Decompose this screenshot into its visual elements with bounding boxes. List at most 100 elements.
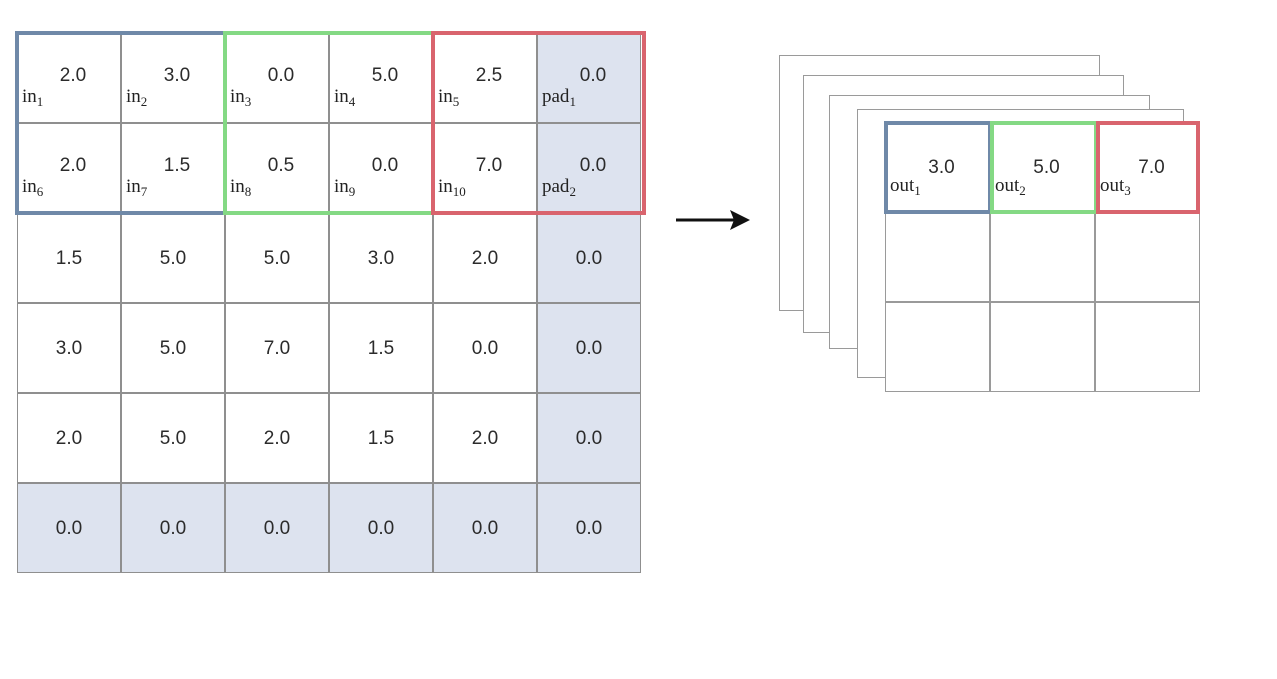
input-cell-r1-c4: 5.0 in4 xyxy=(329,33,433,123)
input-cell-r1-c3: 0.0 in3 xyxy=(225,33,329,123)
cell-value: 0.5 xyxy=(267,155,295,176)
cell-value: 0.0 xyxy=(263,518,291,539)
input-cell-r4-c3: 7.0 xyxy=(225,303,329,393)
cell-value: 0.0 xyxy=(575,338,603,359)
cell-value: 2.0 xyxy=(55,428,83,449)
input-cell-r2-c2: 1.5 in7 xyxy=(121,123,225,213)
input-cell-r5-c4: 1.5 xyxy=(329,393,433,483)
cell-value: 0.0 xyxy=(471,518,499,539)
cell-label: out2 xyxy=(995,175,1026,197)
output-highlight-3 xyxy=(1096,121,1200,214)
cell-label-subscript: 2 xyxy=(140,94,148,109)
cell-value: 7.0 xyxy=(1138,157,1165,178)
cell-value: 0.0 xyxy=(579,155,607,176)
input-cell-r2-c6: 0.0 pad2 xyxy=(537,123,641,213)
input-cell-r4-c5: 0.0 xyxy=(433,303,537,393)
cell-label: in8 xyxy=(230,176,251,198)
input-cell-r4-c4: 1.5 xyxy=(329,303,433,393)
input-cell-r4-c6: 0.0 xyxy=(537,303,641,393)
cell-label-subscript: 4 xyxy=(348,94,356,109)
cell-value: 0.0 xyxy=(267,65,295,86)
pool-window-3 xyxy=(431,31,646,215)
input-cell-r6-c1: 0.0 xyxy=(17,483,121,573)
cell-label-base: pad xyxy=(542,176,570,197)
pool-window-1 xyxy=(15,31,227,215)
cell-label-base: out xyxy=(1100,175,1125,196)
input-cell-r3-c4: 3.0 xyxy=(329,213,433,303)
cell-value: 1.5 xyxy=(55,248,83,269)
output-cell-r1-c1: 3.0 out1 xyxy=(885,122,990,212)
input-cell-r6-c4: 0.0 xyxy=(329,483,433,573)
input-cell-r6-c5: 0.0 xyxy=(433,483,537,573)
cell-label-base: in xyxy=(126,86,141,107)
input-cell-r1-c6: 0.0 pad1 xyxy=(537,33,641,123)
cell-value: 5.0 xyxy=(371,65,399,86)
cell-value: 7.0 xyxy=(475,155,503,176)
cell-label-subscript: 5 xyxy=(452,94,460,109)
cell-label-subscript: 10 xyxy=(452,184,466,199)
cell-label-base: in xyxy=(438,86,453,107)
input-cell-r3-c5: 2.0 xyxy=(433,213,537,303)
cell-label: in6 xyxy=(22,176,43,198)
cell-value: 2.0 xyxy=(471,428,499,449)
input-cell-r1-c1: 2.0 in1 xyxy=(17,33,121,123)
cell-label: in1 xyxy=(22,86,43,108)
input-cell-r5-c1: 2.0 xyxy=(17,393,121,483)
cell-value: 0.0 xyxy=(575,518,603,539)
cell-label: in5 xyxy=(438,86,459,108)
cell-label: pad2 xyxy=(542,176,576,198)
input-cell-r3-c1: 1.5 xyxy=(17,213,121,303)
cell-label: in7 xyxy=(126,176,147,198)
cell-label-base: in xyxy=(126,176,141,197)
cell-value: 1.5 xyxy=(367,338,395,359)
output-cell-r2-c2 xyxy=(990,212,1095,302)
input-cell-r2-c3: 0.5 in8 xyxy=(225,123,329,213)
cell-value: 5.0 xyxy=(263,248,291,269)
cell-label-base: in xyxy=(334,176,349,197)
cell-value: 1.5 xyxy=(367,428,395,449)
cell-value: 3.0 xyxy=(163,65,191,86)
cell-label: in3 xyxy=(230,86,251,108)
output-cell-r2-c3 xyxy=(1095,212,1200,302)
input-cell-r6-c3: 0.0 xyxy=(225,483,329,573)
cell-value: 0.0 xyxy=(575,428,603,449)
cell-label-base: in xyxy=(334,86,349,107)
cell-label: pad1 xyxy=(542,86,576,108)
input-cell-r5-c5: 2.0 xyxy=(433,393,537,483)
cell-label-base: in xyxy=(22,176,37,197)
cell-value: 2.0 xyxy=(263,428,291,449)
input-cell-r3-c6: 0.0 xyxy=(537,213,641,303)
cell-label-subscript: 1 xyxy=(914,183,921,198)
cell-label-subscript: 3 xyxy=(244,94,252,109)
cell-value: 7.0 xyxy=(263,338,291,359)
input-cell-r5-c6: 0.0 xyxy=(537,393,641,483)
cell-value: 2.0 xyxy=(59,65,87,86)
cell-label-subscript: 6 xyxy=(36,184,44,199)
cell-label-subscript: 9 xyxy=(348,184,356,199)
arrow-head xyxy=(730,210,750,230)
cell-label: in4 xyxy=(334,86,355,108)
cell-value: 3.0 xyxy=(928,157,955,178)
cell-value: 2.5 xyxy=(475,65,503,86)
input-cell-r5-c2: 5.0 xyxy=(121,393,225,483)
cell-label-base: in xyxy=(230,176,245,197)
cell-value: 0.0 xyxy=(471,338,499,359)
input-cell-r6-c2: 0.0 xyxy=(121,483,225,573)
cell-label: in9 xyxy=(334,176,355,198)
output-cell-r2-c1 xyxy=(885,212,990,302)
cell-label-base: in xyxy=(230,86,245,107)
cell-label: out3 xyxy=(1100,175,1131,197)
cell-value: 5.0 xyxy=(159,248,187,269)
input-cell-r3-c2: 5.0 xyxy=(121,213,225,303)
cell-label-subscript: 2 xyxy=(569,184,576,199)
input-cell-r4-c2: 5.0 xyxy=(121,303,225,393)
cell-label-subscript: 2 xyxy=(1019,183,1026,198)
right-arrow-icon xyxy=(676,210,750,230)
input-cell-r5-c3: 2.0 xyxy=(225,393,329,483)
cell-label-base: out xyxy=(995,175,1020,196)
output-highlight-1 xyxy=(884,121,992,214)
cell-label-base: pad xyxy=(542,86,570,107)
input-cell-r4-c1: 3.0 xyxy=(17,303,121,393)
cell-value: 0.0 xyxy=(575,248,603,269)
output-cell-r3-c1 xyxy=(885,302,990,392)
